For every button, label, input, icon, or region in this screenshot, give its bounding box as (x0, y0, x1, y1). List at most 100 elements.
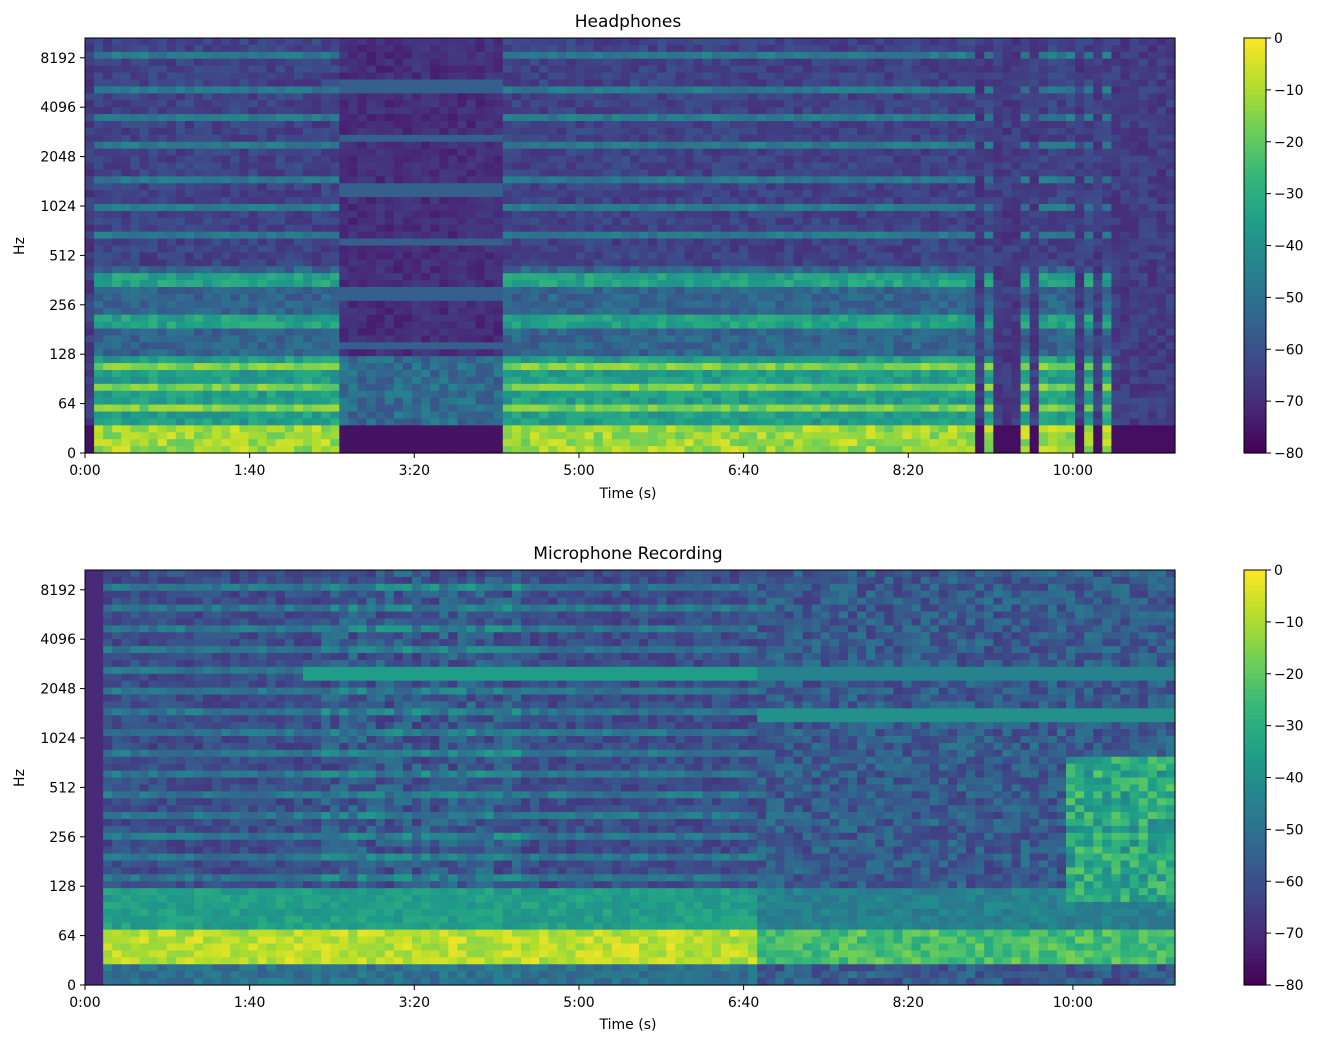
heatmap-cell (166, 245, 177, 254)
heatmap-cell (393, 273, 404, 281)
heatmap-cell (557, 370, 568, 378)
heatmap-cell (811, 376, 822, 385)
heatmap-cell (457, 51, 468, 60)
heatmap-cell (85, 210, 95, 219)
heatmap-cell (148, 418, 159, 426)
heatmap-cell (402, 210, 413, 219)
heatmap-cell (557, 51, 568, 60)
heatmap-cell (303, 411, 313, 420)
heatmap-cell (384, 169, 395, 177)
heatmap-cell (711, 328, 722, 337)
heatmap-cell (239, 141, 250, 150)
heatmap-cell (121, 397, 132, 406)
heatmap-cell (94, 439, 104, 447)
heatmap-cell (212, 432, 222, 440)
heatmap-cell (357, 439, 368, 447)
heatmap-cell (348, 38, 359, 46)
heatmap-cell (593, 224, 604, 233)
heatmap-cell (384, 114, 395, 122)
heatmap-cell (321, 411, 331, 420)
heatmap-cell (793, 370, 804, 378)
heatmap-cell (502, 287, 513, 295)
heatmap-cell (321, 300, 331, 309)
heatmap-cell (811, 224, 822, 233)
heatmap-cell (620, 432, 631, 440)
heatmap-cell (266, 231, 277, 240)
heatmap-cell (85, 238, 95, 247)
heatmap-cell (820, 446, 831, 454)
heatmap-cell (766, 390, 776, 399)
heatmap-cell (221, 328, 231, 337)
heatmap-cell (702, 114, 713, 122)
heatmap-cell (475, 252, 486, 260)
heatmap-cell (584, 439, 595, 447)
heatmap-cell (366, 162, 377, 171)
heatmap-cell (630, 44, 640, 53)
heatmap-cell (620, 349, 631, 357)
heatmap-cell (684, 183, 695, 191)
heatmap-cell (130, 72, 141, 81)
heatmap-cell (148, 107, 159, 115)
heatmap-cell (711, 266, 722, 274)
heatmap-cell (348, 349, 359, 357)
heatmap-cell (566, 148, 577, 157)
heatmap-cell (212, 425, 222, 433)
heatmap-cell (630, 65, 640, 74)
heatmap-cell (284, 51, 295, 60)
heatmap-cell (448, 148, 459, 157)
heatmap-cell (212, 176, 222, 184)
heatmap-cell (175, 231, 186, 240)
heatmap-cell (811, 259, 822, 267)
heatmap-cell (184, 231, 195, 240)
heatmap-cell (484, 293, 495, 302)
heatmap-cell (257, 280, 268, 288)
heatmap-cell (312, 148, 322, 157)
heatmap-cell (475, 217, 486, 226)
heatmap-cell (85, 328, 95, 337)
heatmap-cell (439, 390, 449, 399)
heatmap-cell (484, 93, 495, 101)
heatmap-cell (548, 127, 558, 136)
heatmap-cell (257, 100, 268, 108)
heatmap-cell (566, 252, 577, 260)
heatmap-cell (802, 224, 813, 233)
heatmap-cell (230, 356, 241, 364)
heatmap-cell (766, 342, 776, 350)
heatmap-cell (602, 425, 613, 433)
heatmap-cell (666, 86, 677, 94)
heatmap-cell (257, 114, 268, 122)
heatmap-cell (584, 86, 595, 94)
heatmap-cell (739, 259, 749, 267)
heatmap-cell (630, 197, 640, 205)
heatmap-cell (230, 370, 241, 378)
heatmap-cell (112, 107, 122, 115)
heatmap-cell (112, 155, 122, 164)
heatmap-cell (484, 65, 495, 74)
heatmap-cell (630, 314, 640, 323)
heatmap-cell (139, 44, 150, 53)
heatmap-cell (820, 93, 831, 101)
heatmap-cell (748, 121, 758, 129)
heatmap-cell (648, 190, 658, 198)
heatmap-cell (330, 411, 340, 420)
heatmap-cell (748, 190, 758, 198)
heatmap-cell (348, 176, 359, 184)
heatmap-cell (739, 114, 749, 122)
heatmap-cell (748, 38, 758, 46)
heatmap-cell (166, 100, 177, 108)
heatmap-cell (284, 224, 295, 233)
heatmap-cell (693, 446, 704, 454)
heatmap-cell (130, 363, 141, 371)
heatmap-cell (811, 169, 822, 177)
heatmap-cell (402, 65, 413, 74)
heatmap-cell (103, 100, 113, 108)
heatmap-cell (475, 238, 486, 247)
heatmap-cell (602, 72, 613, 81)
heatmap-cell (194, 51, 204, 60)
heatmap-cell (466, 190, 477, 198)
heatmap-cell (829, 155, 840, 164)
heatmap-cell (448, 432, 459, 440)
heatmap-cell (521, 259, 531, 267)
heatmap-cell (194, 397, 204, 406)
heatmap-cell (657, 162, 667, 171)
